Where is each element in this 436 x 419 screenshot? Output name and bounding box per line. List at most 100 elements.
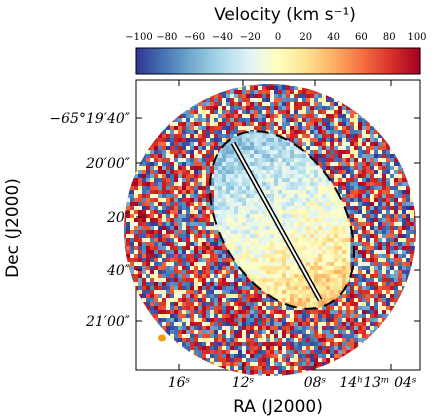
velocity-pixel xyxy=(354,154,359,159)
velocity-pixel xyxy=(130,194,135,199)
velocity-pixel xyxy=(378,234,383,239)
velocity-pixel xyxy=(186,306,191,311)
velocity-pixel xyxy=(170,194,175,199)
velocity-pixel xyxy=(210,246,215,251)
velocity-pixel xyxy=(198,222,203,227)
velocity-pixel xyxy=(282,110,287,115)
velocity-pixel xyxy=(222,282,227,287)
velocity-pixel xyxy=(366,250,371,255)
velocity-pixel xyxy=(338,158,343,163)
velocity-pixel xyxy=(126,218,131,223)
velocity-pixel xyxy=(158,162,163,167)
velocity-pixel xyxy=(334,314,339,319)
velocity-pixel xyxy=(262,302,267,307)
velocity-pixel xyxy=(390,230,395,235)
velocity-pixel xyxy=(414,234,416,239)
velocity-pixel xyxy=(278,86,283,91)
velocity-pixel xyxy=(246,318,251,323)
velocity-pixel xyxy=(218,246,223,251)
colorbar-cell xyxy=(272,48,275,74)
colorbar-cell xyxy=(414,48,417,74)
velocity-pixel xyxy=(138,178,143,183)
velocity-pixel xyxy=(226,90,231,95)
velocity-pixel xyxy=(162,150,167,155)
velocity-pixel xyxy=(330,118,335,123)
velocity-pixel xyxy=(166,214,171,219)
velocity-pixel xyxy=(146,214,151,219)
velocity-pixel xyxy=(170,166,175,171)
velocity-pixel xyxy=(142,270,147,275)
velocity-pixel xyxy=(182,254,187,259)
velocity-pixel xyxy=(190,334,195,339)
velocity-pixel xyxy=(198,254,203,259)
velocity-pixel xyxy=(190,234,195,239)
velocity-pixel xyxy=(146,190,151,195)
velocity-pixel xyxy=(166,322,171,327)
velocity-pixel xyxy=(166,330,171,335)
velocity-pixel xyxy=(350,130,355,135)
velocity-pixel xyxy=(130,266,135,271)
velocity-pixel xyxy=(186,274,191,279)
velocity-pixel xyxy=(158,306,163,311)
velocity-pixel xyxy=(330,134,335,139)
velocity-pixel xyxy=(210,130,215,135)
velocity-pixel xyxy=(326,130,331,135)
velocity-pixel xyxy=(410,222,415,227)
velocity-pixel xyxy=(210,234,215,239)
velocity-pixel xyxy=(402,190,407,195)
velocity-pixel xyxy=(390,278,395,283)
velocity-pixel xyxy=(382,198,387,203)
velocity-pixel xyxy=(230,98,235,103)
velocity-pixel xyxy=(218,286,223,291)
velocity-pixel xyxy=(190,170,195,175)
velocity-pixel xyxy=(158,254,163,259)
velocity-pixel xyxy=(134,202,139,207)
velocity-pixel xyxy=(338,306,343,311)
velocity-pixel xyxy=(290,114,295,119)
velocity-pixel xyxy=(242,330,247,335)
velocity-pixel xyxy=(202,282,207,287)
velocity-pixel xyxy=(350,118,355,123)
velocity-pixel xyxy=(146,266,151,271)
velocity-pixel xyxy=(194,170,199,175)
velocity-pixel xyxy=(398,222,403,227)
velocity-pixel xyxy=(350,338,355,343)
velocity-pixel xyxy=(166,194,171,199)
velocity-pixel xyxy=(210,190,215,195)
velocity-pixel xyxy=(354,182,359,187)
velocity-pixel xyxy=(282,318,287,323)
velocity-pixel xyxy=(250,314,255,319)
velocity-pixel xyxy=(174,294,179,299)
velocity-pixel xyxy=(354,234,359,239)
velocity-pixel xyxy=(258,302,263,307)
velocity-pixel xyxy=(126,258,131,263)
velocity-pixel xyxy=(330,146,335,151)
velocity-pixel xyxy=(270,126,275,131)
velocity-pixel xyxy=(146,230,151,235)
velocity-pixel xyxy=(402,178,407,183)
velocity-pixel xyxy=(250,126,255,131)
velocity-pixel xyxy=(318,306,323,311)
velocity-pixel xyxy=(242,86,247,91)
velocity-pixel xyxy=(198,122,203,127)
velocity-pixel xyxy=(382,142,387,147)
velocity-pixel xyxy=(342,318,347,323)
velocity-pixel xyxy=(382,282,387,287)
velocity-pixel xyxy=(274,334,279,339)
velocity-pixel xyxy=(402,198,407,203)
velocity-pixel xyxy=(202,322,207,327)
velocity-pixel xyxy=(158,158,163,163)
velocity-pixel xyxy=(186,190,191,195)
velocity-pixel xyxy=(370,254,375,259)
velocity-pixel xyxy=(366,238,371,243)
velocity-pixel xyxy=(346,106,351,111)
velocity-pixel xyxy=(138,194,143,199)
velocity-pixel xyxy=(282,86,287,91)
velocity-pixel xyxy=(350,238,355,243)
velocity-pixel xyxy=(382,174,387,179)
velocity-pixel xyxy=(190,302,195,307)
velocity-pixel xyxy=(154,194,159,199)
velocity-pixel xyxy=(206,198,211,203)
velocity-pixel xyxy=(138,210,143,215)
velocity-pixel xyxy=(170,198,175,203)
